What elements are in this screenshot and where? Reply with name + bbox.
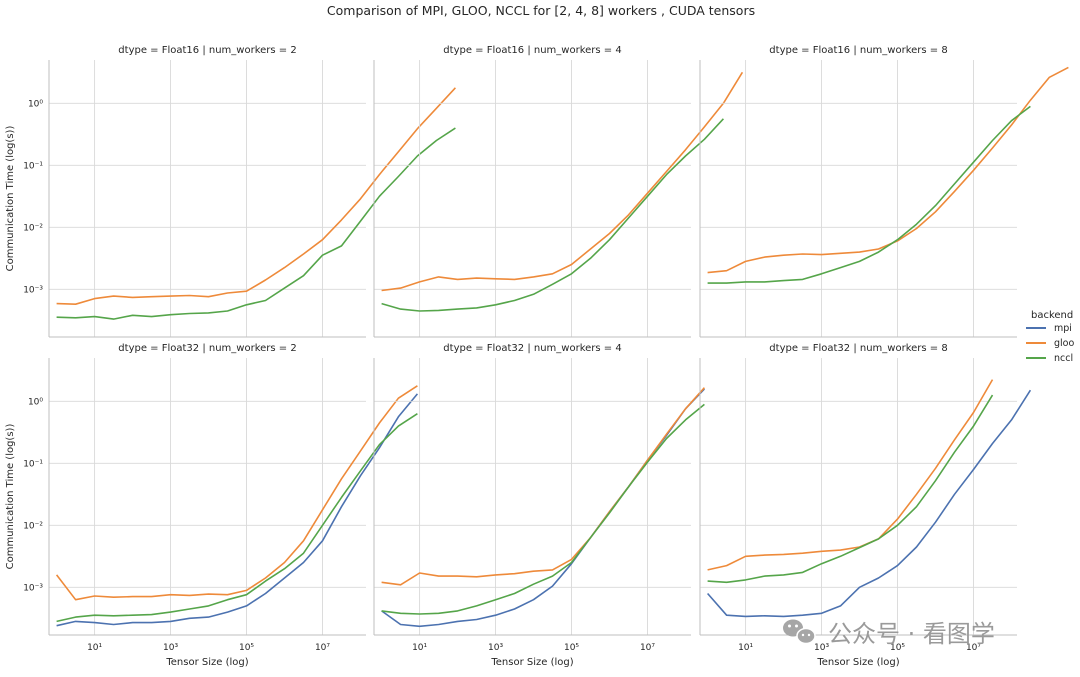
x-tick-label: 10⁷ bbox=[966, 643, 981, 653]
chart-panel: dtype = Float32 | num_workers = 2 10⁻³ 10⁻… bbox=[5, 343, 419, 668]
panel-title: dtype = Float16 | num_workers = 2 bbox=[118, 45, 296, 56]
series-line-nccl bbox=[56, 127, 456, 320]
series-line-gloo bbox=[55, 385, 418, 601]
panel-title: dtype = Float32 | num_workers = 4 bbox=[443, 343, 621, 354]
x-axis-label: Tensor Size (log) bbox=[490, 657, 573, 668]
series-line-nccl bbox=[381, 403, 705, 615]
panel-title: dtype = Float16 | num_workers = 8 bbox=[769, 45, 947, 56]
x-tick-label: 10⁵ bbox=[239, 643, 254, 653]
series-line-mpi bbox=[706, 389, 1032, 618]
panel-title: dtype = Float32 | num_workers = 8 bbox=[769, 343, 947, 354]
x-tick-label: 10³ bbox=[814, 643, 829, 653]
series-line-mpi bbox=[381, 388, 705, 628]
x-axis-label: Tensor Size (log) bbox=[165, 657, 248, 668]
y-tick-label: 10⁻² bbox=[23, 223, 43, 233]
x-tick-label: 10¹ bbox=[738, 643, 753, 653]
legend-title: backend bbox=[1031, 310, 1073, 321]
x-axis-label: Tensor Size (log) bbox=[816, 657, 899, 668]
wechat-icon bbox=[783, 619, 816, 645]
legend-label-nccl: nccl bbox=[1054, 353, 1073, 364]
legend-label-mpi: mpi bbox=[1054, 323, 1072, 334]
x-tick-label: 10⁵ bbox=[890, 643, 905, 653]
chart-panel: dtype = Float32 | num_workers = 4 10¹ 10³ 1… bbox=[373, 343, 705, 668]
chart-panel: dtype = Float16 | num_workers = 2 10⁻³ 10⁻… bbox=[5, 45, 456, 338]
series-line-nccl bbox=[381, 118, 724, 312]
series-line-gloo bbox=[707, 66, 1069, 274]
series-line-nccl bbox=[56, 413, 418, 623]
y-tick-label: 10⁻² bbox=[23, 521, 43, 531]
chart-panel: dtype = Float16 | num_workers = 4 bbox=[373, 45, 744, 338]
series-line-mpi bbox=[56, 393, 419, 627]
watermark: 公众号 · 看图学 bbox=[783, 619, 995, 648]
x-tick-label: 10⁵ bbox=[564, 643, 579, 653]
panel-title: dtype = Float32 | num_workers = 2 bbox=[118, 343, 296, 354]
series-line-nccl bbox=[707, 394, 994, 584]
y-tick-label: 10⁻³ bbox=[23, 285, 43, 295]
x-tick-label: 10³ bbox=[488, 643, 503, 653]
figure-title: Comparison of MPI, GLOO, NCCL for [2, 4,… bbox=[327, 3, 755, 18]
y-tick-label: 10⁰ bbox=[28, 99, 43, 109]
y-axis-label: Communication Time (log(s)) bbox=[5, 126, 16, 272]
x-tick-label: 10¹ bbox=[87, 643, 102, 653]
y-tick-label: 10⁻¹ bbox=[23, 459, 43, 469]
x-tick-label: 10¹ bbox=[412, 643, 427, 653]
chart-panel: dtype = Float16 | num_workers = 8 bbox=[699, 45, 1069, 338]
y-tick-label: 10⁻³ bbox=[23, 583, 43, 593]
panels: dtype = Float16 | num_workers = 2 10⁻³ 10⁻… bbox=[5, 45, 1069, 668]
series-line-gloo bbox=[381, 387, 705, 586]
watermark-text: 公众号 · 看图学 bbox=[828, 620, 995, 648]
x-tick-label: 10⁷ bbox=[640, 643, 655, 653]
x-tick-label: 10⁷ bbox=[315, 643, 330, 653]
x-tick-label: 10³ bbox=[163, 643, 178, 653]
series-line-gloo bbox=[707, 379, 994, 571]
series-line-nccl bbox=[707, 105, 1031, 284]
series-line-gloo bbox=[381, 71, 744, 292]
y-axis-label: Communication Time (log(s)) bbox=[5, 424, 16, 570]
legend: backend mpi gloo nccl bbox=[1026, 310, 1074, 364]
series-line-gloo bbox=[56, 87, 456, 306]
legend-label-gloo: gloo bbox=[1054, 338, 1074, 349]
y-tick-label: 10⁰ bbox=[28, 397, 43, 407]
chart-panel: dtype = Float32 | num_workers = 8 10¹ 10³ 1… bbox=[699, 343, 1032, 668]
panel-title: dtype = Float16 | num_workers = 4 bbox=[443, 45, 621, 56]
y-tick-label: 10⁻¹ bbox=[23, 161, 43, 171]
